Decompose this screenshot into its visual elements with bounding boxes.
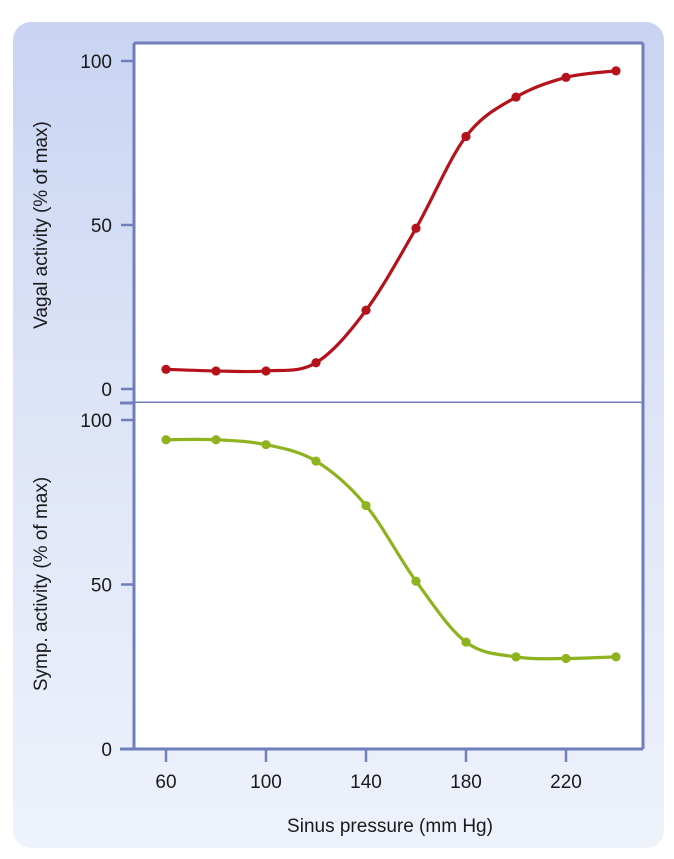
x-tick-label-180: 180: [450, 772, 482, 793]
vagal-data-point-60: [161, 364, 171, 374]
vagal-y-axis-title: Vagal activity (% of max): [31, 121, 52, 329]
x-tick-label-60: 60: [155, 772, 176, 793]
vagal-data-point-240: [611, 66, 621, 76]
symp-data-point-60: [161, 435, 171, 445]
symp-y-tick-label-50: 50: [91, 576, 112, 597]
symp-data-point-160: [411, 576, 421, 586]
symp-data-point-220: [561, 653, 571, 664]
vagal-data-point-100: [261, 366, 271, 376]
sympathetic-activity-chart: 0 50 100 60 100 140 180 220: [80, 403, 645, 793]
symp-data-point-80: [211, 435, 221, 445]
vagal-data-point-80: [211, 366, 221, 376]
vagal-data-point-120: [311, 358, 321, 368]
symp-y-tick-label-0: 0: [101, 740, 112, 761]
vagal-data-point-200: [511, 92, 521, 102]
x-tick-label-100: 100: [250, 772, 282, 793]
x-tick-label-220: 220: [550, 772, 582, 793]
vagal-activity-chart: 0 50 100: [80, 41, 645, 405]
vagal-y-tick-label-0: 0: [101, 380, 112, 401]
symp-y-axis-title: Symp. activity (% of max): [31, 477, 52, 691]
symp-data-point-180: [461, 637, 471, 647]
vagal-data-point-180: [461, 131, 471, 142]
x-axis-title: Sinus pressure (mm Hg): [287, 816, 493, 837]
x-tick-label-140: 140: [350, 772, 382, 793]
symp-data-point-200: [511, 652, 521, 662]
symp-plot-area: [134, 403, 643, 749]
vagal-y-tick-label-50: 50: [91, 216, 112, 237]
symp-data-point-240: [611, 652, 621, 662]
vagal-data-point-160: [411, 223, 421, 233]
vagal-data-point-140: [361, 305, 371, 315]
symp-data-point-140: [361, 500, 371, 511]
symp-y-tick-label-100: 100: [80, 411, 112, 432]
vagal-data-point-220: [561, 72, 571, 82]
vagal-y-tick-label-100: 100: [80, 52, 112, 73]
vagal-series-line: [164, 69, 618, 374]
symp-data-point-120: [311, 456, 321, 466]
symp-data-point-100: [261, 440, 271, 450]
symp-series-line: [164, 437, 618, 661]
vagal-plot-area: [134, 43, 643, 403]
